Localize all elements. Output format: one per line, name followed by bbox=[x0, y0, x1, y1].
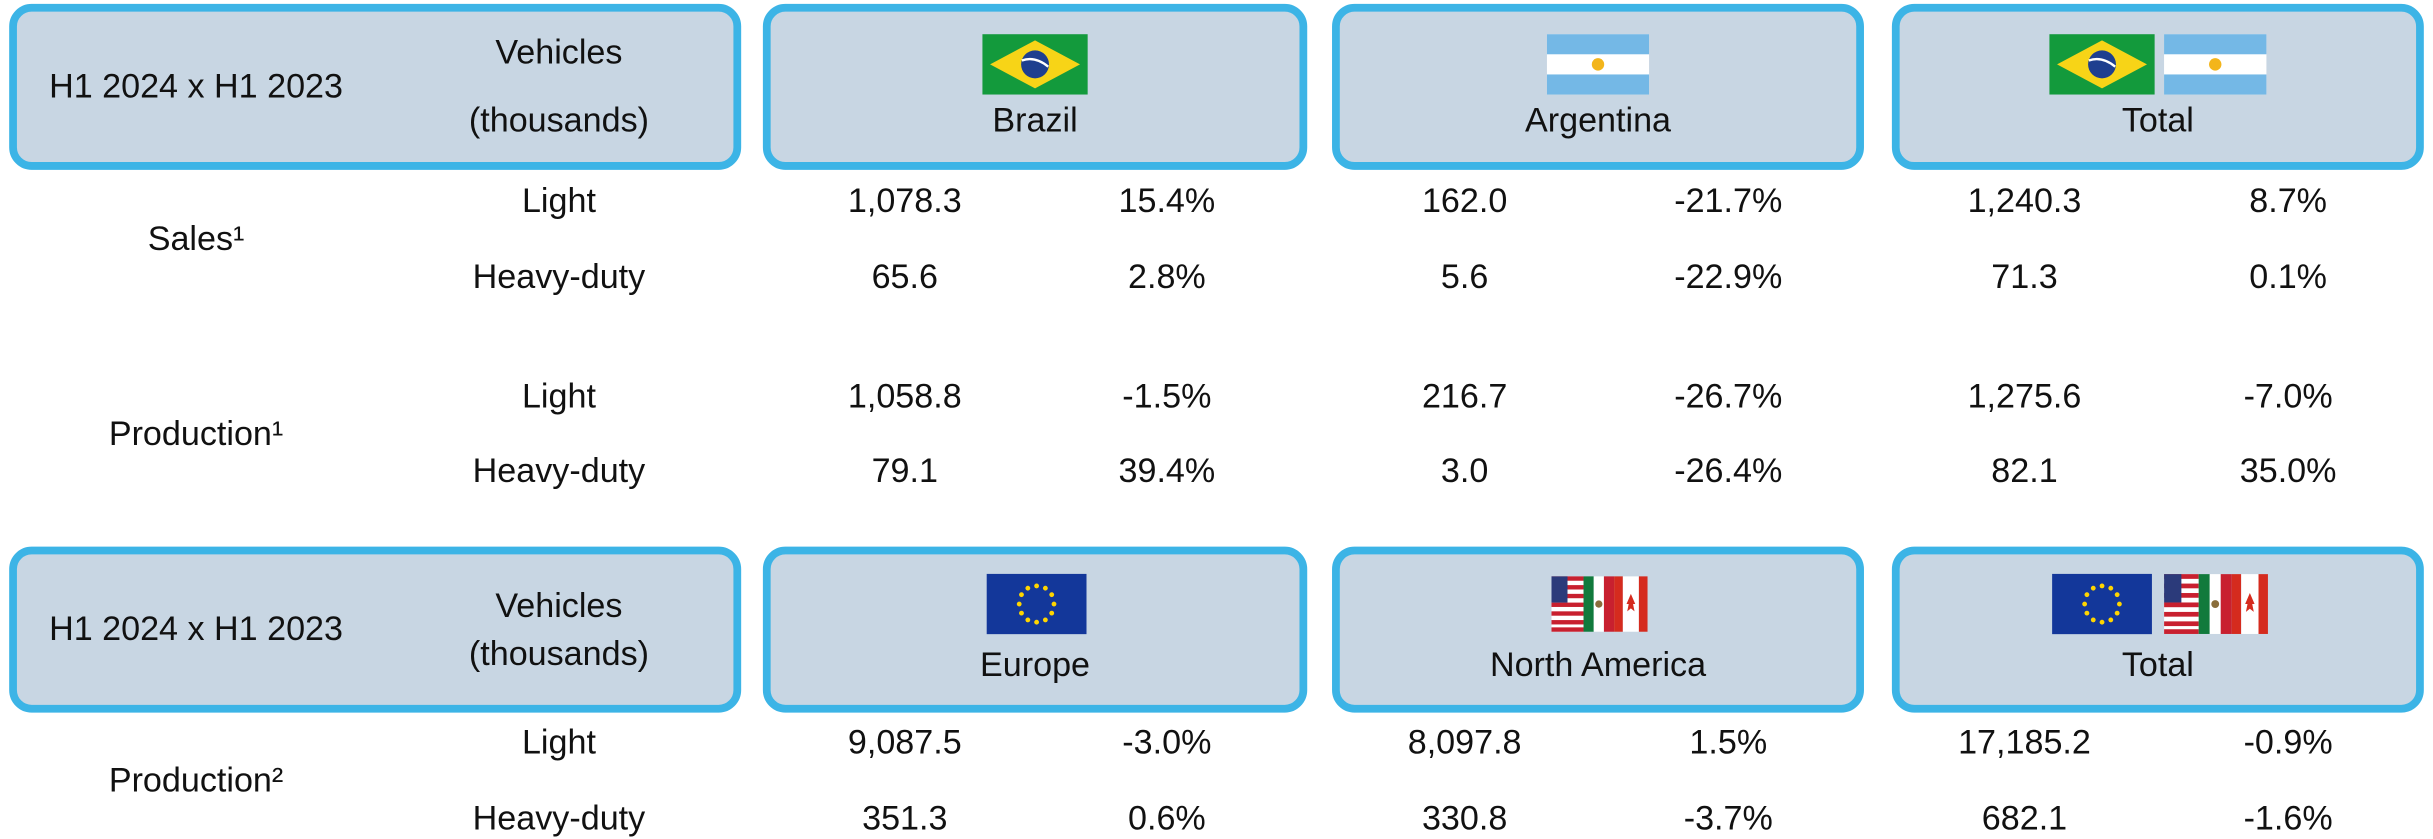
cell-value: 1,078.3 bbox=[848, 182, 962, 220]
cell-value: 682.1 bbox=[1982, 799, 2067, 837]
cell-value: 0.6% bbox=[1128, 799, 1206, 837]
period-label: H1 2024 x H1 2023 bbox=[49, 610, 343, 648]
flag bbox=[982, 34, 1088, 95]
group-label: Production¹ bbox=[109, 415, 283, 453]
period-label: H1 2024 x H1 2023 bbox=[49, 67, 343, 105]
cell-value: -26.4% bbox=[1674, 452, 1782, 490]
vehicle-type: Heavy-duty bbox=[473, 452, 646, 490]
cell-value: 8.7% bbox=[2249, 182, 2327, 220]
cell-value: -3.7% bbox=[1684, 799, 1773, 837]
cell-value: -22.9% bbox=[1674, 258, 1782, 296]
cell-value: 39.4% bbox=[1119, 452, 1216, 490]
cell-value: 1,275.6 bbox=[1968, 378, 2082, 416]
cell-value: 216.7 bbox=[1422, 378, 1507, 416]
vehicle-type: Heavy-duty bbox=[473, 258, 646, 296]
cell-value: 15.4% bbox=[1119, 182, 1216, 220]
region-name: Total bbox=[2122, 646, 2194, 684]
group-label: Sales¹ bbox=[148, 220, 245, 258]
header-box bbox=[9, 546, 742, 713]
region-name: Europe bbox=[980, 646, 1090, 684]
group-label: Production² bbox=[109, 761, 283, 799]
flag bbox=[2052, 573, 2152, 635]
cell-value: 3.0 bbox=[1441, 452, 1488, 490]
flag bbox=[2164, 34, 2267, 95]
flag bbox=[2049, 34, 2155, 95]
cell-value: 351.3 bbox=[862, 799, 947, 837]
vehicle-type: Light bbox=[522, 378, 596, 416]
region-name: North America bbox=[1490, 646, 1706, 684]
cell-value: 71.3 bbox=[1991, 258, 2057, 296]
vehicle-type: Heavy-duty bbox=[473, 799, 646, 837]
cell-value: -1.6% bbox=[2244, 799, 2333, 837]
flag bbox=[1546, 34, 1650, 95]
cell-value: 0.1% bbox=[2249, 258, 2327, 296]
cell-value: 79.1 bbox=[872, 452, 938, 490]
cell-value: 8,097.8 bbox=[1408, 723, 1522, 761]
header-box bbox=[1891, 546, 2424, 713]
cell-value: 1,240.3 bbox=[1968, 182, 2082, 220]
cell-value: -0.9% bbox=[2244, 723, 2333, 761]
cell-value: 65.6 bbox=[872, 258, 938, 296]
region-name: Brazil bbox=[992, 102, 1077, 140]
cell-value: -1.5% bbox=[1122, 378, 1211, 416]
flag bbox=[1551, 576, 1648, 632]
unit-label: (thousands) bbox=[469, 102, 649, 140]
flag bbox=[2164, 574, 2268, 634]
flag bbox=[986, 573, 1087, 635]
header-box bbox=[1891, 3, 2424, 170]
cell-value: 162.0 bbox=[1422, 182, 1507, 220]
cell-value: -7.0% bbox=[2244, 378, 2333, 416]
cell-value: 82.1 bbox=[1991, 452, 2057, 490]
cell-value: -3.0% bbox=[1122, 723, 1211, 761]
cell-value: -26.7% bbox=[1674, 378, 1782, 416]
cell-value: 35.0% bbox=[2240, 452, 2337, 490]
region-name: Total bbox=[2122, 102, 2194, 140]
vehicle-type: Light bbox=[522, 182, 596, 220]
cell-value: -21.7% bbox=[1674, 182, 1782, 220]
cell-value: 1,058.8 bbox=[848, 378, 962, 416]
cell-value: 9,087.5 bbox=[848, 723, 962, 761]
region-name: Argentina bbox=[1525, 102, 1671, 140]
cell-value: 5.6 bbox=[1441, 258, 1488, 296]
cell-value: 330.8 bbox=[1422, 799, 1507, 837]
cell-value: 2.8% bbox=[1128, 258, 1206, 296]
unit-label: (thousands) bbox=[469, 635, 649, 673]
unit-label: Vehicles bbox=[495, 587, 622, 625]
content: H1 2024 x H1 2023 Vehicles (thousands) Braz… bbox=[9, 3, 2424, 837]
unit-label: Vehicles bbox=[495, 33, 622, 71]
cell-value: 1.5% bbox=[1689, 723, 1767, 761]
vehicle-type: Light bbox=[522, 723, 596, 761]
header-box bbox=[9, 3, 742, 170]
cell-value: 17,185.2 bbox=[1958, 723, 2091, 761]
